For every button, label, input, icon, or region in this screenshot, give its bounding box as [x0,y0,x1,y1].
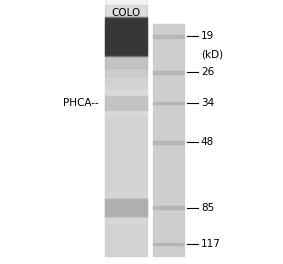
Bar [105,91,147,95]
Text: 85: 85 [201,202,214,213]
Bar [105,198,147,217]
Text: 117: 117 [201,239,221,249]
Bar [105,56,147,76]
Bar [105,87,147,95]
Bar [105,111,147,115]
Text: 34: 34 [201,98,214,108]
Text: COLO: COLO [111,8,141,18]
Text: PHCA--: PHCA-- [63,98,99,108]
Bar [105,217,147,223]
Bar [105,95,147,111]
Bar [153,141,184,144]
Bar [105,17,147,56]
Text: (kD): (kD) [201,50,223,60]
Text: 26: 26 [201,67,214,77]
Bar [105,189,147,198]
Bar [153,243,184,245]
Bar [105,111,147,119]
Bar [105,56,147,68]
Bar [105,24,147,256]
Bar [153,71,184,74]
Bar [105,5,147,17]
Text: 19: 19 [201,31,214,41]
Bar [105,193,147,198]
Bar [153,206,184,209]
Bar [105,217,147,226]
Text: 48: 48 [201,137,214,147]
Bar [153,35,184,38]
Bar [153,102,184,104]
Bar [105,0,147,17]
Bar [153,24,184,256]
